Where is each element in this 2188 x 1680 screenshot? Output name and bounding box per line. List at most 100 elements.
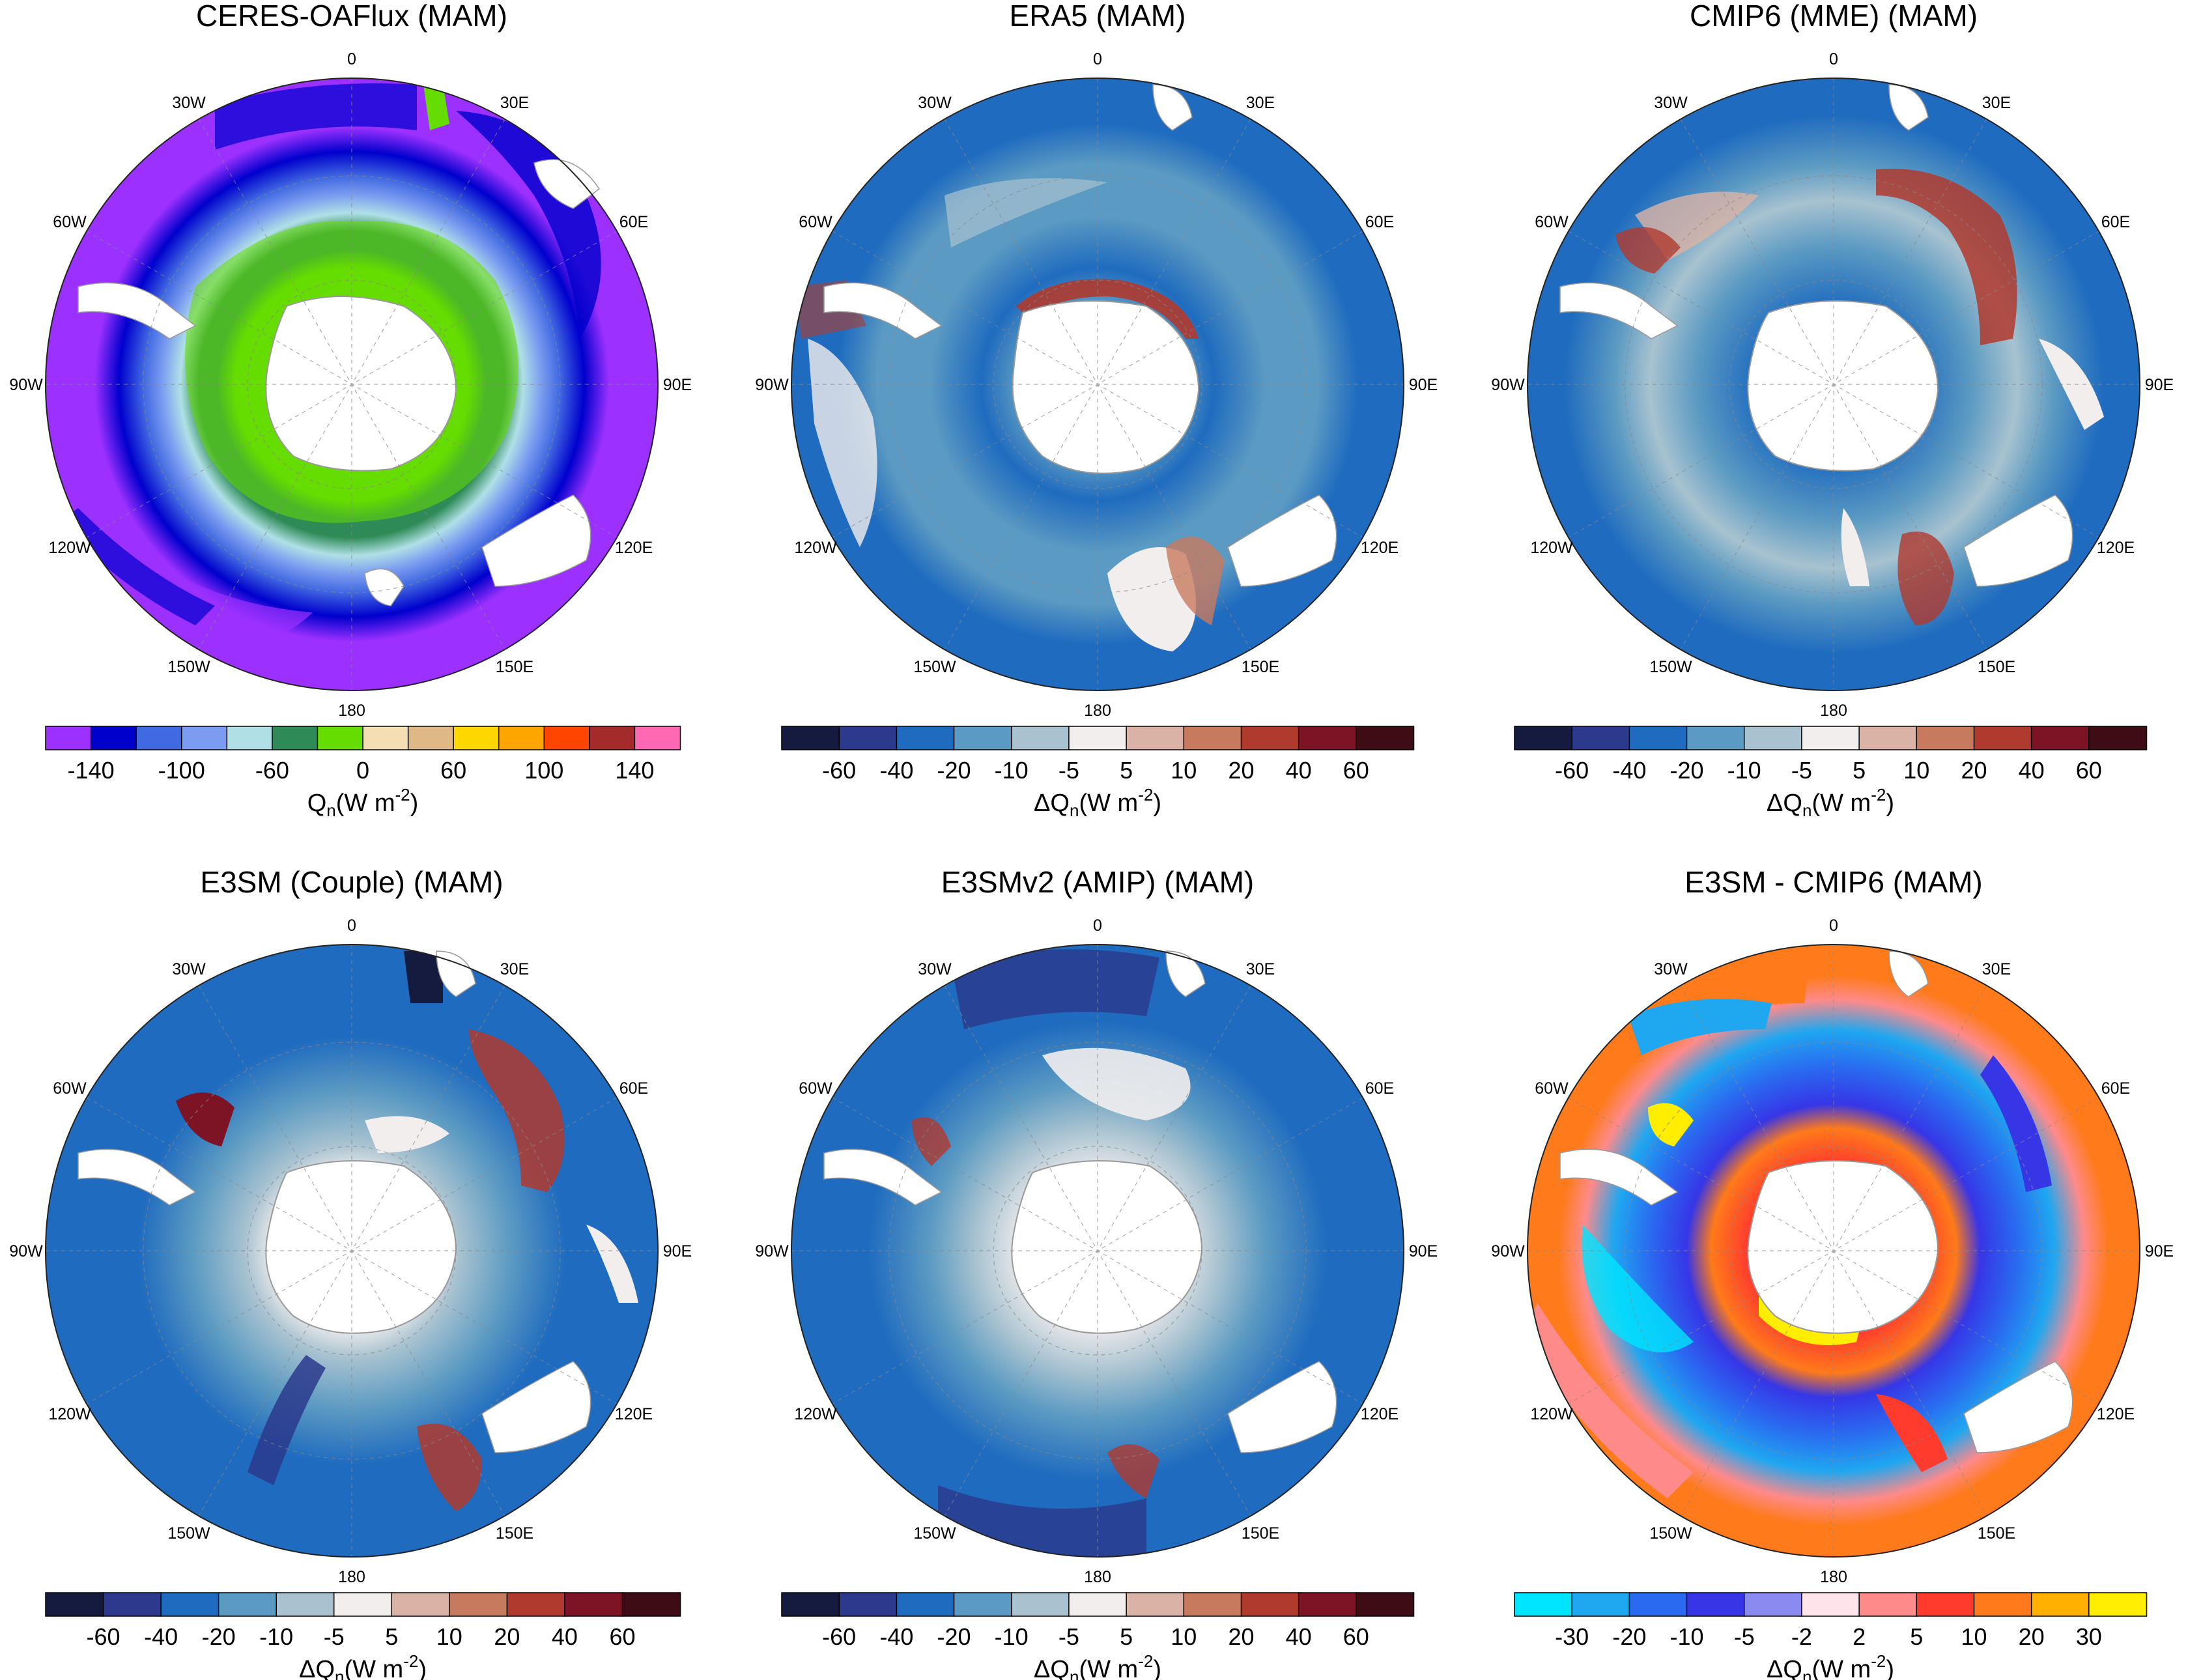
colorbar-tick-label: -140 <box>68 757 115 784</box>
colorbar-tick-label: 5 <box>385 1623 398 1650</box>
map-land <box>1559 84 2073 587</box>
colorbar-tick-label: -5 <box>1058 1623 1079 1650</box>
colorbar-title: Qn(W m-2) <box>307 785 419 820</box>
longitude-label: 60W <box>53 213 87 231</box>
longitude-label: 120E <box>615 539 653 557</box>
colorbar-swatch <box>2088 726 2148 750</box>
colorbar-tick-label: 100 <box>524 757 563 784</box>
longitude-label: 90E <box>663 376 692 394</box>
colorbar-swatch <box>1801 1592 1860 1617</box>
longitude-label: 60W <box>799 1079 832 1098</box>
colorbar-tick-label: 10 <box>1171 757 1197 784</box>
colorbar-tick-label: -5 <box>1734 1623 1755 1650</box>
colorbar-tick-label: 60 <box>2076 757 2102 784</box>
longitude-label: 90W <box>9 376 43 394</box>
colorbar-tick-label: -20 <box>937 757 971 784</box>
colorbar-tick-label: -60 <box>1555 757 1589 784</box>
longitude-label: 180 <box>1084 702 1111 720</box>
colorbar-tick-label: -20 <box>1669 757 1703 784</box>
colorbar-swatch <box>1298 1592 1357 1617</box>
colorbar-swatch <box>102 1592 162 1617</box>
colorbar-swatch <box>781 726 840 750</box>
map-land <box>78 159 601 606</box>
panel-ceres: CERES-OAFlux (MAM) <box>9 0 692 820</box>
colorbar-swatch <box>1743 726 1803 750</box>
colorbar-swatch <box>1743 1592 1803 1617</box>
colorbar-swatch <box>1240 726 1300 750</box>
colorbar-swatch <box>160 1592 220 1617</box>
colorbar-tick-label: 10 <box>1903 757 1929 784</box>
longitude-label: 60E <box>1365 1079 1394 1098</box>
colorbar-tick-label: 40 <box>1286 757 1312 784</box>
longitude-labels: 0 30E 60E 90E 120E 150E 180 150W 120W 90W 60W 30W <box>1491 50 2174 720</box>
longitude-label: 150W <box>913 658 956 676</box>
longitude-label: 150W <box>167 1524 210 1543</box>
longitude-label: 30W <box>918 94 952 112</box>
colorbar-tick-label: 60 <box>1343 1623 1369 1650</box>
colorbar-tick-label: 60 <box>1343 757 1369 784</box>
colorbar-tick-label: -5 <box>1791 757 1812 784</box>
colorbar-title: ΔQn(W m-2) <box>1034 785 1161 820</box>
longitude-label: 120W <box>48 1405 91 1423</box>
longitude-label: 60E <box>2101 1079 2130 1098</box>
colorbar-swatch <box>449 1592 508 1617</box>
colorbar-tick-label: -10 <box>995 1623 1029 1650</box>
longitude-label: 0 <box>1829 50 1838 68</box>
colorbar-swatch <box>272 726 319 750</box>
longitude-labels: 0 30E 60E 90E 120E 150E 180 150W 120W 90W 60W 30W <box>755 50 1438 720</box>
colorbar-swatch <box>45 726 92 750</box>
graticule <box>1527 78 2140 691</box>
graticule <box>791 945 1404 1557</box>
colorbar-tick-label: -100 <box>158 757 205 784</box>
longitude-label: 30E <box>1246 94 1275 112</box>
colorbar-tick-label: -20 <box>202 1623 236 1650</box>
longitude-label: 180 <box>1820 1568 1847 1586</box>
panel-title: E3SM - CMIP6 (MAM) <box>1684 865 1982 899</box>
colorbar-tick-label: 10 <box>1961 1623 1987 1650</box>
colorbar-tick-label: -40 <box>879 757 913 784</box>
graticule <box>46 945 658 1557</box>
longitude-label: 90W <box>755 1242 789 1260</box>
colorbar-swatch <box>2088 1592 2148 1617</box>
colorbar-swatch <box>1973 726 2032 750</box>
colorbar-swatch <box>1916 726 1975 750</box>
longitude-label: 60E <box>2101 213 2130 231</box>
colorbar-swatch <box>506 1592 566 1617</box>
longitude-label: 0 <box>1093 50 1102 68</box>
longitude-label: 120E <box>615 1405 653 1423</box>
colorbar-tick-label: -2 <box>1791 1623 1812 1650</box>
longitude-label: 60W <box>53 1079 87 1098</box>
colorbar-swatch <box>1010 726 1070 750</box>
colorbar-swatch <box>276 1592 335 1617</box>
colorbar-era5: -60 -40 -20 -10 -5 5 10 20 40 60 ΔQn(W m-2) <box>781 726 1415 820</box>
colorbar-swatch <box>1628 726 1688 750</box>
colorbar-tick-label: 20 <box>2019 1623 2045 1650</box>
longitude-label: 90E <box>1409 1242 1438 1260</box>
longitude-labels: 0 30E 60E 90E 120E 150E 180 150W 120W 90W 60W 30W <box>9 50 692 720</box>
colorbar-swatch <box>1068 1592 1128 1617</box>
longitude-label: 60E <box>619 213 648 231</box>
colorbar-swatch <box>391 1592 451 1617</box>
colorbar-tick-label: 60 <box>609 1623 635 1650</box>
longitude-label: 120W <box>794 1405 837 1423</box>
longitude-label: 90E <box>663 1242 692 1260</box>
colorbar-tick-label: 40 <box>552 1623 578 1650</box>
colorbar-swatch <box>838 1592 898 1617</box>
longitude-label: 60W <box>1535 213 1569 231</box>
colorbar-swatch <box>2030 726 2090 750</box>
longitude-label: 90E <box>2145 376 2174 394</box>
colorbar-swatch <box>180 726 228 750</box>
colorbar-swatch <box>1571 1592 1630 1617</box>
colorbar-swatch <box>1010 1592 1070 1617</box>
colorbar-tick-label: 5 <box>1120 1623 1133 1650</box>
colorbar-swatch <box>1571 726 1630 750</box>
colorbar-swatch <box>1298 726 1357 750</box>
map-land <box>823 84 1337 587</box>
colorbar-swatch <box>564 1592 623 1617</box>
colorbar-swatch <box>1126 726 1185 750</box>
colorbar-swatch <box>838 726 898 750</box>
colorbar-swatch <box>1183 1592 1242 1617</box>
colorbar-tick-label: 20 <box>1228 1623 1254 1650</box>
colorbar-swatch <box>896 726 955 750</box>
